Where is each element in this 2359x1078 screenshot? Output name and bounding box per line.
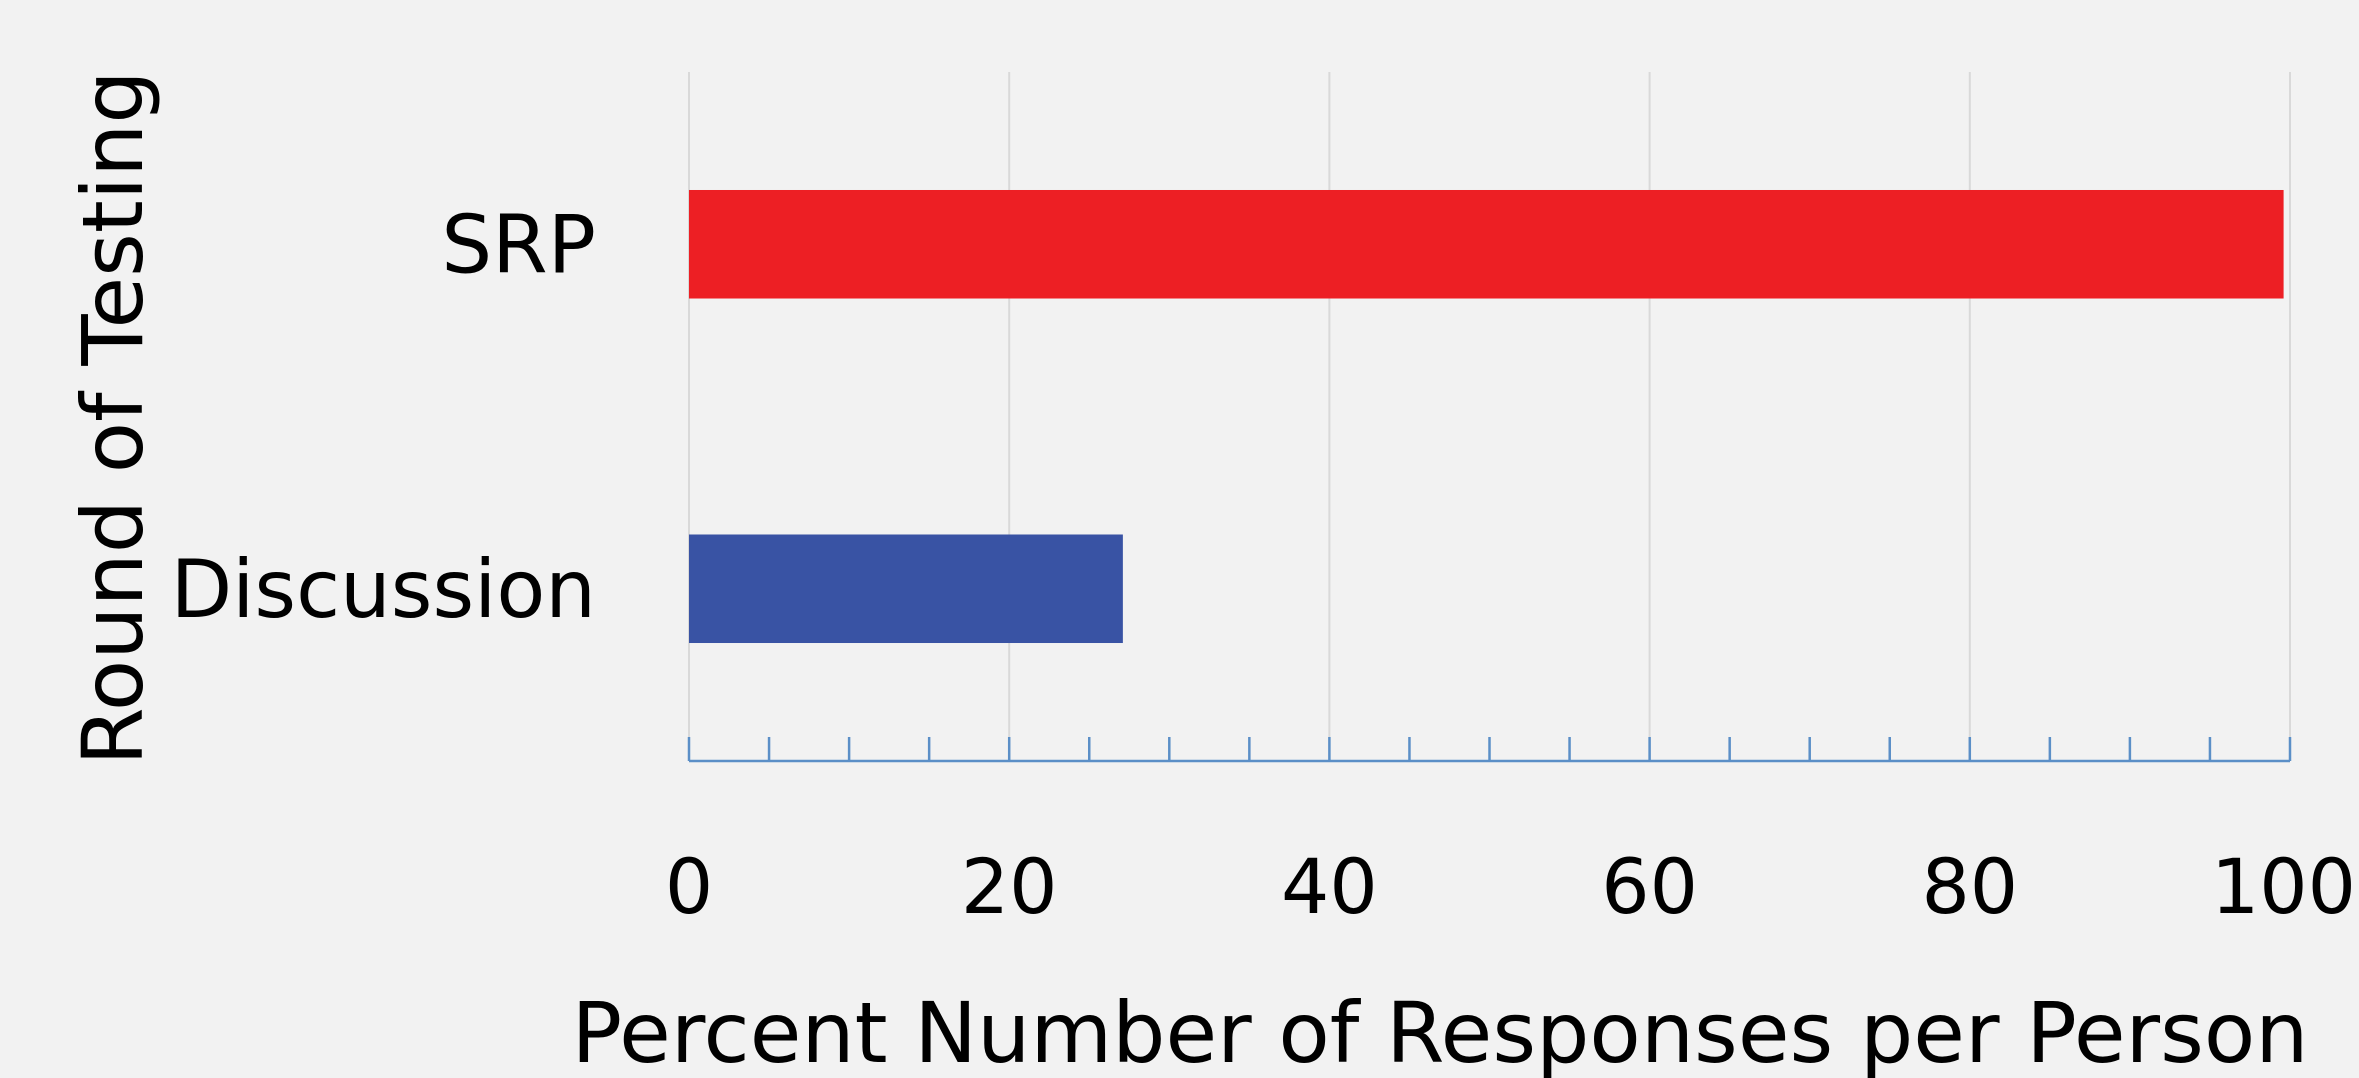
x-tick-label-60: 60 bbox=[1601, 842, 1698, 931]
x-tick-label-20: 20 bbox=[961, 842, 1058, 931]
x-tick-label-100: 100 bbox=[2211, 842, 2356, 931]
x-tick-label-40: 40 bbox=[1281, 842, 1378, 931]
category-label-discussion: Discussion bbox=[171, 543, 596, 636]
category-label-srp: SRP bbox=[441, 198, 596, 291]
x-tick-label-0: 0 bbox=[665, 842, 713, 931]
category-labels: SRP Discussion bbox=[171, 198, 596, 636]
x-axis bbox=[687, 737, 2292, 763]
bar-srp bbox=[689, 189, 2284, 299]
bars bbox=[689, 189, 2284, 644]
x-tick-label-80: 80 bbox=[1921, 842, 2018, 931]
y-axis-title: Round of Testing bbox=[64, 70, 162, 765]
gridlines bbox=[688, 72, 2291, 761]
x-axis-title: Percent Number of Responses per Person bbox=[572, 984, 2309, 1078]
bar-discussion bbox=[689, 534, 1123, 644]
x-tick-labels: 0 20 40 60 80 100 bbox=[665, 842, 2356, 931]
